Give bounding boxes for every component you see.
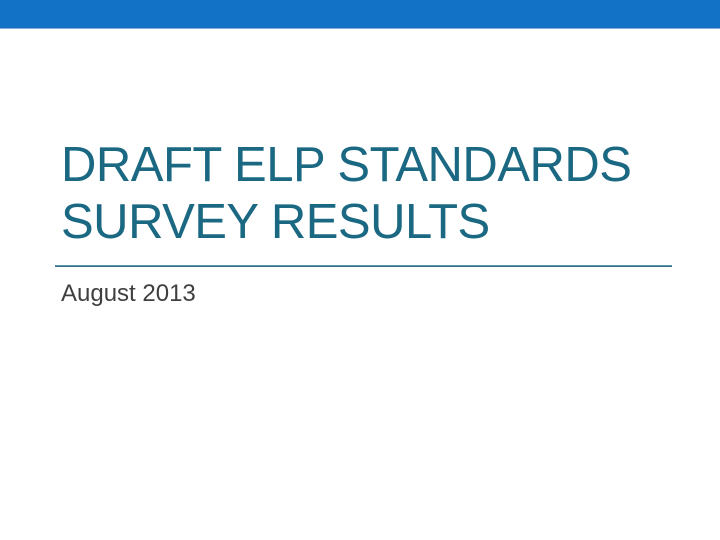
- top-accent-bar: [0, 0, 720, 29]
- slide-title: DRAFT ELP STANDARDS SURVEY RESULTS: [61, 137, 632, 251]
- title-underline-rule: [55, 265, 672, 267]
- slide-title-line-2: SURVEY RESULTS: [61, 195, 490, 249]
- slide-subtitle: August 2013: [61, 280, 196, 307]
- slide-title-line-1: DRAFT ELP STANDARDS: [61, 138, 632, 192]
